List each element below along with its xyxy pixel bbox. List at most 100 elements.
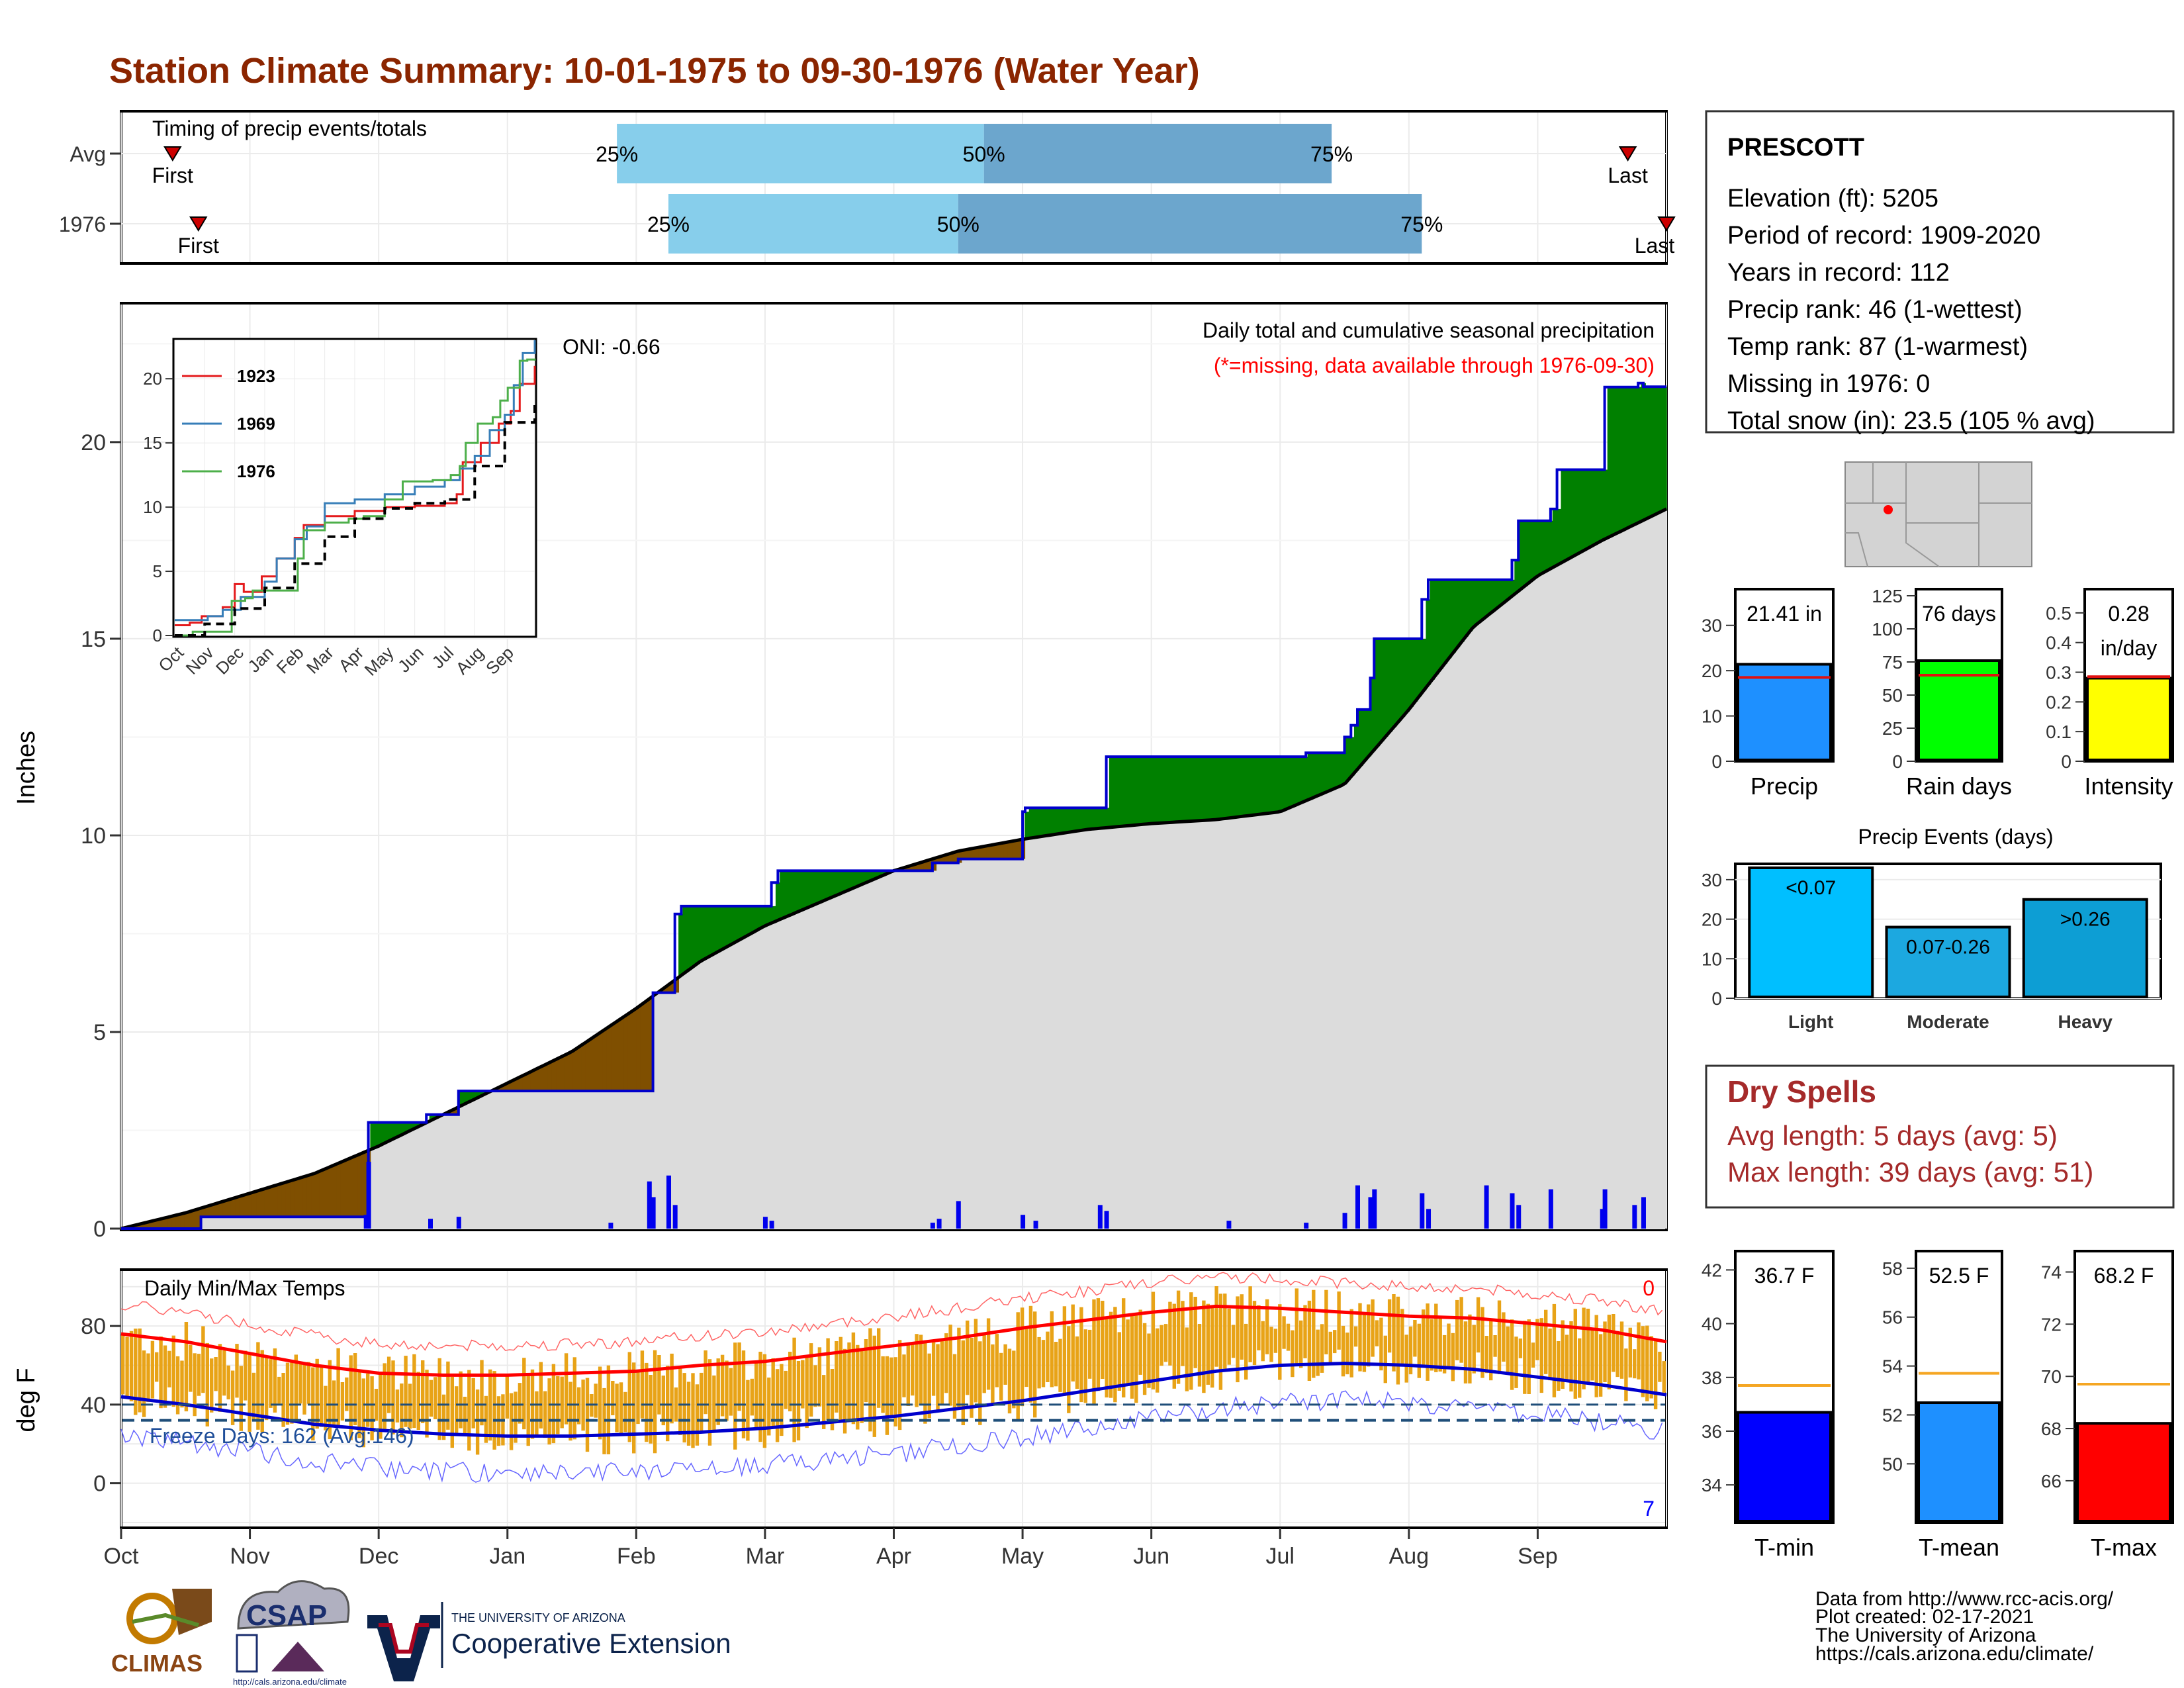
daily-temp-bar bbox=[805, 1356, 809, 1429]
daily-temp-bar bbox=[860, 1350, 864, 1423]
deficit-area bbox=[940, 856, 945, 863]
legend-entry: 1923 bbox=[237, 366, 275, 386]
daily-precip-bar bbox=[1641, 1197, 1646, 1229]
daily-temp-bar bbox=[817, 1347, 822, 1407]
deficit-area bbox=[915, 863, 920, 871]
daily-precip-bar bbox=[1021, 1215, 1026, 1229]
surplus-area bbox=[1058, 808, 1064, 834]
surplus-area bbox=[463, 1091, 468, 1104]
daily-temp-bar bbox=[366, 1373, 370, 1427]
surplus-area bbox=[467, 1091, 473, 1102]
daily-temp-bar bbox=[1046, 1331, 1050, 1382]
surplus-area bbox=[1451, 579, 1456, 653]
surplus-area bbox=[1147, 757, 1152, 824]
deficit-area bbox=[530, 1070, 535, 1092]
precip-panel: 0 5 10 15 20 Inches Daily total and cumulati… bbox=[13, 302, 1668, 1242]
daily-temp-bar bbox=[1539, 1318, 1543, 1393]
rain-days-bar bbox=[1917, 659, 2001, 761]
surplus-area bbox=[860, 870, 865, 884]
daily-temp-bar bbox=[1392, 1294, 1396, 1372]
daily-temp-bar bbox=[1552, 1303, 1557, 1397]
daily-temp-bar bbox=[475, 1389, 480, 1455]
y-tick-label: 0 bbox=[1711, 988, 1722, 1009]
daily-temp-bar bbox=[446, 1361, 450, 1430]
timing-row-label: Avg bbox=[69, 142, 106, 166]
daily-temp-bar bbox=[1422, 1309, 1426, 1366]
daily-temp-bar bbox=[248, 1353, 251, 1432]
event-category-label: Light bbox=[1788, 1011, 1833, 1032]
daily-temp-bar bbox=[433, 1377, 437, 1419]
daily-temp-bar bbox=[526, 1376, 530, 1446]
daily-temp-bar bbox=[999, 1352, 1003, 1401]
daily-temp-bar bbox=[737, 1342, 741, 1411]
surplus-area bbox=[796, 870, 801, 912]
deficit-area bbox=[911, 865, 916, 871]
surplus-area bbox=[1514, 560, 1520, 593]
daily-temp-bar bbox=[1624, 1348, 1628, 1401]
daily-temp-bar bbox=[1438, 1317, 1442, 1372]
surplus-area bbox=[1062, 808, 1068, 833]
daily-temp-bar bbox=[416, 1372, 420, 1430]
surplus-area bbox=[416, 1122, 422, 1127]
daily-temp-bar bbox=[1303, 1305, 1307, 1358]
normal-max-line bbox=[120, 1304, 1667, 1377]
surplus-area bbox=[1227, 757, 1232, 818]
surplus-area bbox=[1109, 757, 1115, 827]
y-tick-label: 50 bbox=[1882, 685, 1903, 706]
daily-temp-bar bbox=[784, 1370, 788, 1409]
daily-temp-bar bbox=[1163, 1324, 1168, 1362]
deficit-area bbox=[543, 1064, 549, 1092]
daily-temp-bar bbox=[514, 1391, 518, 1443]
daily-temp-bar bbox=[1328, 1331, 1332, 1365]
deficit-area bbox=[999, 843, 1005, 859]
timing-row-label: 1976 bbox=[59, 212, 106, 236]
daily-temp-bar bbox=[661, 1376, 665, 1426]
daily-temp-bar bbox=[226, 1365, 230, 1399]
surplus-area bbox=[707, 906, 713, 957]
daily-temp-bar bbox=[171, 1335, 175, 1407]
surplus-area bbox=[1261, 757, 1266, 814]
daily-temp-bar bbox=[155, 1352, 159, 1382]
daily-temp-bar bbox=[1020, 1307, 1024, 1407]
daily-temp-bar bbox=[700, 1372, 704, 1432]
daily-temp-bar bbox=[1050, 1311, 1054, 1387]
surplus-area bbox=[1582, 469, 1587, 551]
deficit-area bbox=[324, 1168, 329, 1217]
daily-temp-bar bbox=[1101, 1301, 1105, 1379]
daily-temp-bar bbox=[1607, 1315, 1612, 1389]
daily-temp-bar bbox=[1307, 1300, 1312, 1381]
daily-temp-bar bbox=[1257, 1305, 1261, 1350]
daily-temp-bar bbox=[1383, 1335, 1387, 1383]
deficit-area bbox=[146, 1221, 152, 1229]
deficit-area bbox=[927, 859, 933, 871]
surplus-area bbox=[1341, 753, 1346, 784]
surplus-area bbox=[1649, 387, 1655, 516]
daily-precip-bar bbox=[762, 1217, 768, 1229]
daily-temp-bar bbox=[1371, 1299, 1375, 1357]
daily-precip-bar bbox=[1368, 1197, 1373, 1229]
average-area bbox=[121, 508, 1666, 1229]
temp-y-axis: 0 40 80 bbox=[81, 1314, 121, 1497]
daily-temp-bar bbox=[551, 1364, 556, 1444]
deficit-area bbox=[311, 1174, 316, 1217]
surplus-area bbox=[792, 870, 797, 914]
daily-temp-bar bbox=[1151, 1291, 1156, 1389]
daily-temp-bar bbox=[1451, 1333, 1455, 1382]
surplus-area bbox=[1172, 757, 1177, 822]
surplus-area bbox=[1122, 757, 1127, 826]
daily-temp-bar bbox=[1273, 1329, 1278, 1353]
deficit-area bbox=[345, 1159, 350, 1217]
daily-temp-bar bbox=[129, 1331, 134, 1401]
daily-temp-bar bbox=[1455, 1299, 1459, 1360]
surplus-area bbox=[1299, 757, 1304, 803]
surplus-area bbox=[1371, 678, 1376, 751]
daily-temp-bar bbox=[277, 1376, 281, 1404]
surplus-area bbox=[1333, 753, 1338, 788]
daily-temp-bar bbox=[780, 1364, 784, 1436]
surplus-area bbox=[1236, 757, 1241, 818]
deficit-area bbox=[501, 1085, 506, 1092]
daily-temp-bar bbox=[1109, 1311, 1113, 1398]
ua-big-text: Cooperative Extension bbox=[451, 1628, 731, 1659]
surplus-area bbox=[1083, 808, 1089, 830]
surplus-area bbox=[1502, 579, 1507, 603]
